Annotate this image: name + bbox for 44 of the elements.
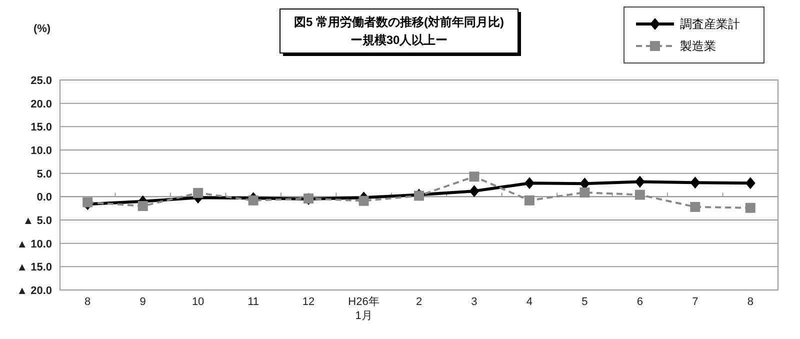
y-tick-label: 15.0 [30, 122, 52, 134]
point [193, 188, 204, 198]
y-axis-title: (%) [33, 23, 51, 35]
x-tick-label: H26年 1月 [348, 296, 380, 322]
point [138, 201, 148, 211]
y-tick-label: 10.0 [30, 145, 52, 157]
x-tick-label: 12 [302, 296, 315, 308]
point [524, 177, 534, 190]
x-tick-label: 3 [471, 296, 478, 308]
x-tick-label: 2 [416, 296, 422, 308]
point [580, 187, 590, 198]
point [634, 190, 645, 200]
point [358, 196, 369, 206]
y-tick-label: ▲ 5.0 [22, 215, 52, 227]
point [634, 176, 645, 188]
x-tick-label: 5 [582, 296, 588, 308]
x-tick-label: 8 [747, 296, 754, 308]
y-tick-label: ▲ 15.0 [16, 262, 52, 274]
y-tick-label: ▲ 10.0 [16, 238, 52, 250]
x-tick-label: 10 [192, 296, 204, 308]
legend-label: 製造業 [680, 39, 716, 53]
point [82, 197, 93, 208]
x-tick-label: 4 [526, 296, 533, 308]
point [690, 202, 700, 212]
chart-subtitle: ー規模30人以上ー [350, 33, 448, 47]
y-tick-label: 5.0 [36, 168, 52, 180]
y-tick-label: 25.0 [30, 75, 52, 87]
point [524, 195, 534, 206]
y-tick-label: 20.0 [30, 98, 52, 110]
y-tick-label: 0.0 [36, 192, 52, 204]
y-tick-label: ▲ 20.0 [16, 285, 52, 297]
x-tick-label: 7 [692, 296, 698, 308]
point [248, 195, 258, 206]
legend-label: 調査産業計 [680, 17, 740, 31]
x-tick-label: 11 [248, 296, 260, 308]
point [690, 176, 700, 189]
x-tick-label: 9 [140, 296, 146, 308]
point [745, 202, 756, 213]
point [469, 172, 480, 182]
point [469, 185, 480, 198]
chart-title: 図5 常用労働者数の推移(対前年同月比) [294, 15, 504, 29]
x-tick-label: 6 [636, 296, 643, 308]
x-tick-label: 8 [84, 296, 91, 308]
point [745, 177, 756, 190]
